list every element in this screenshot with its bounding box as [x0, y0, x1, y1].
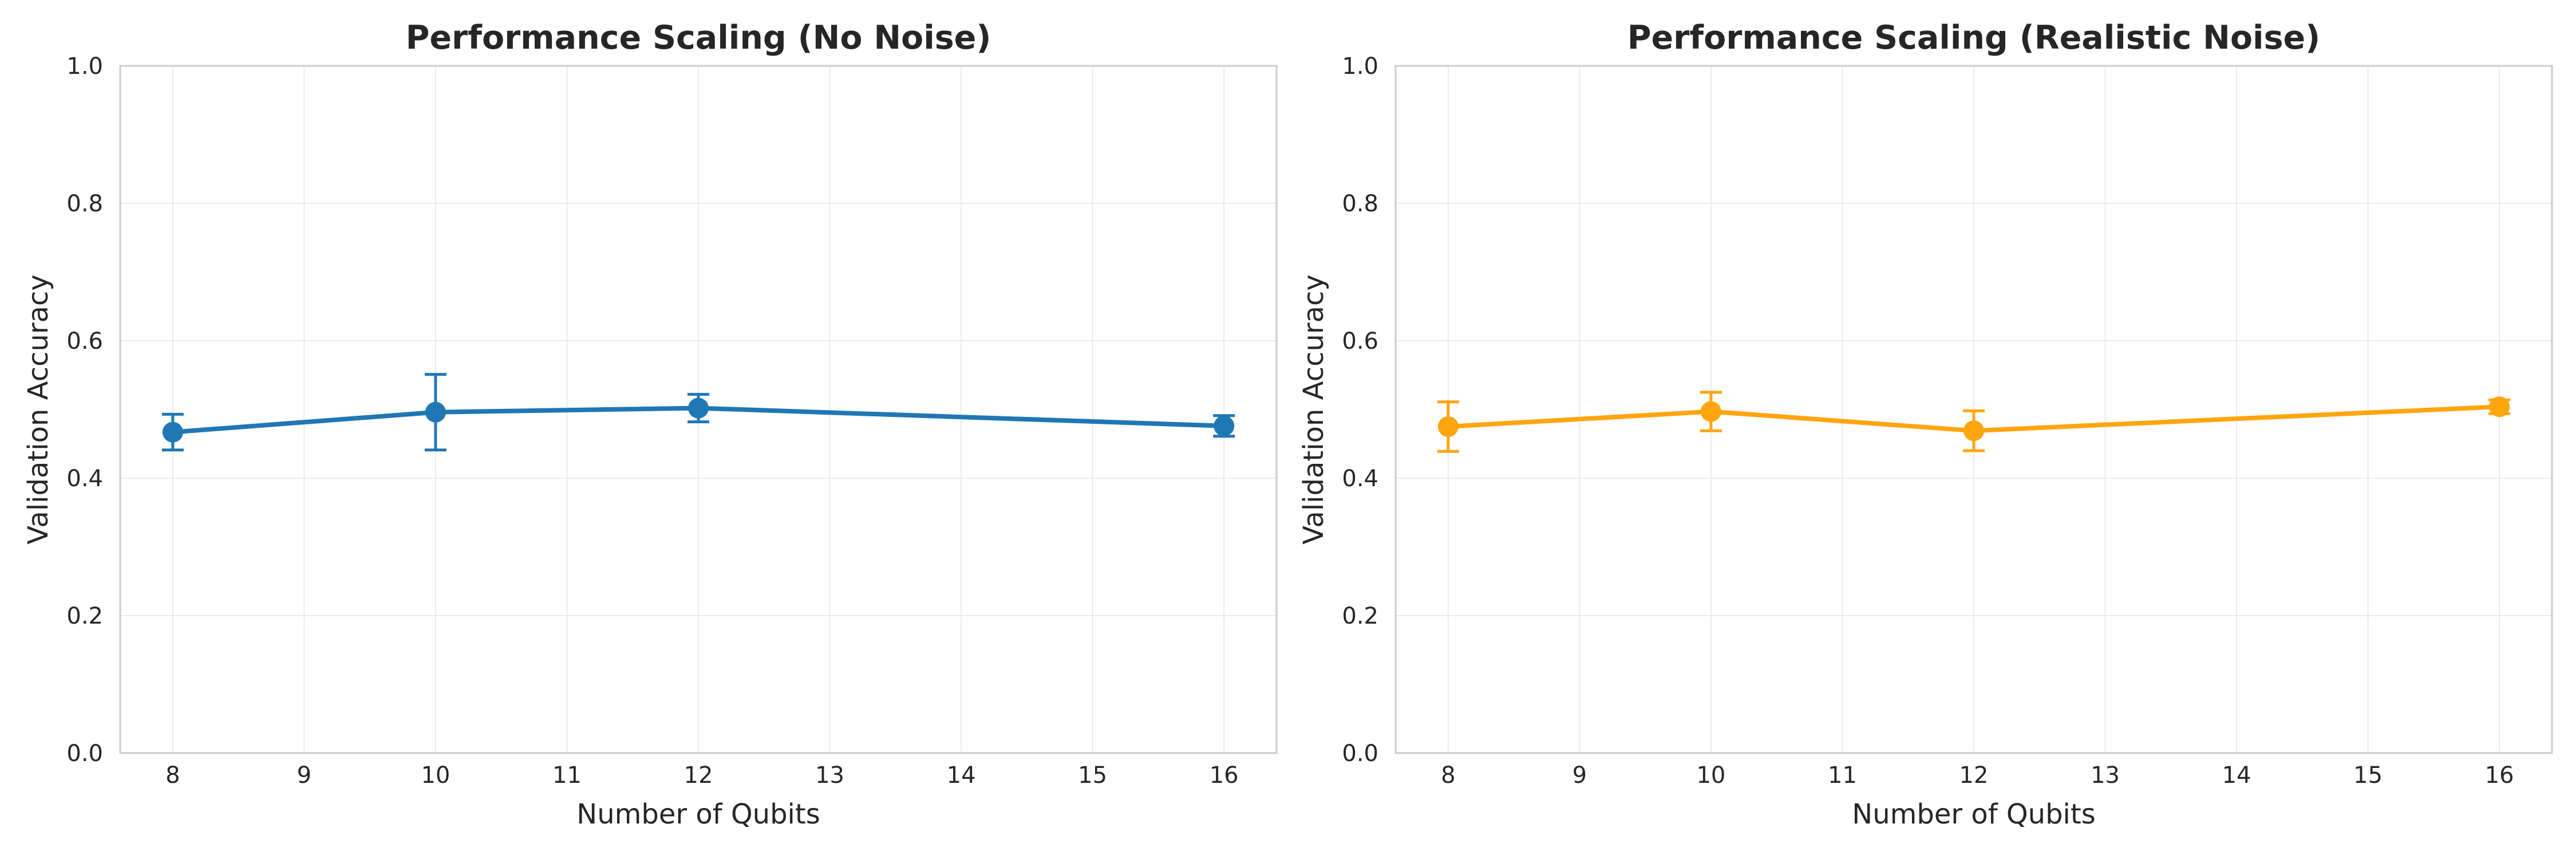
data-point	[162, 421, 183, 443]
x-tick-label: 15	[2353, 762, 2383, 789]
data-point	[425, 401, 446, 423]
chart-panel-realistic-noise: Performance Scaling (Realistic Noise) 8 9…	[1298, 19, 2553, 830]
plot-frame	[119, 65, 1278, 754]
y-tick-label: 1.0	[66, 53, 103, 80]
x-axis-label: Number of Qubits	[1852, 798, 2095, 830]
y-tick-label: 1.0	[1342, 53, 1378, 80]
y-tick-label: 0.2	[66, 603, 103, 629]
tick-labels: 8 9 10 11 12 13 14 15 16 0.0 0.2 0.4 0.6 0.8 1.0	[66, 53, 1238, 789]
series-layer	[161, 373, 1235, 452]
y-tick-label: 0.4	[1342, 466, 1378, 492]
x-tick-label: 16	[2485, 762, 2514, 789]
x-tick-label: 12	[1959, 762, 1989, 789]
tick-labels: 8 9 10 11 12 13 14 15 16 0.0 0.2 0.4 0.6 0.8 1.0	[1342, 53, 2514, 789]
chart-title: Performance Scaling (Realistic Noise)	[1627, 19, 2320, 57]
x-tick-label: 8	[1441, 762, 1455, 789]
y-tick-label: 0.4	[66, 466, 103, 492]
x-tick-label: 12	[684, 762, 713, 789]
chart-title: Performance Scaling (No Noise)	[406, 19, 991, 57]
series-layer	[1437, 391, 2511, 453]
y-tick-label: 0.8	[1342, 191, 1378, 217]
x-tick-label: 11	[1828, 762, 1857, 789]
x-tick-label: 10	[1696, 762, 1725, 789]
x-tick-label: 14	[947, 762, 976, 789]
x-tick-label: 15	[1078, 762, 1107, 789]
y-axis-label: Validation Accuracy	[1298, 274, 1330, 544]
x-tick-label: 14	[2222, 762, 2251, 789]
x-tick-label: 9	[297, 762, 311, 789]
x-tick-label: 9	[1573, 762, 1587, 789]
x-tick-label: 16	[1210, 762, 1239, 789]
x-tick-label: 10	[421, 762, 450, 789]
series-line	[1445, 404, 2502, 434]
y-tick-label: 0.0	[66, 740, 103, 767]
x-tick-label: 13	[815, 762, 844, 789]
series-line	[170, 405, 1227, 435]
y-tick-label: 0.8	[66, 191, 103, 217]
data-point	[2489, 396, 2510, 417]
y-tick-label: 0.6	[66, 328, 103, 354]
data-point	[1963, 420, 1984, 442]
chart-panel-no-noise: Performance Scaling (No Noise) 8 9 10 11 12 1…	[22, 19, 1278, 830]
y-tick-label: 0.6	[1342, 328, 1378, 354]
x-tick-label: 13	[2091, 762, 2120, 789]
data-point	[688, 397, 709, 419]
plot-frame	[1394, 65, 2553, 754]
data-point	[1214, 415, 1235, 436]
data-point	[1437, 416, 1459, 437]
y-tick-label: 0.2	[1342, 603, 1378, 629]
data-point	[1700, 401, 1721, 422]
x-tick-label: 11	[552, 762, 582, 789]
y-axis-label: Validation Accuracy	[22, 274, 54, 544]
x-tick-label: 8	[165, 762, 180, 789]
y-tick-label: 0.0	[1342, 740, 1378, 767]
x-axis-label: Number of Qubits	[576, 798, 820, 830]
